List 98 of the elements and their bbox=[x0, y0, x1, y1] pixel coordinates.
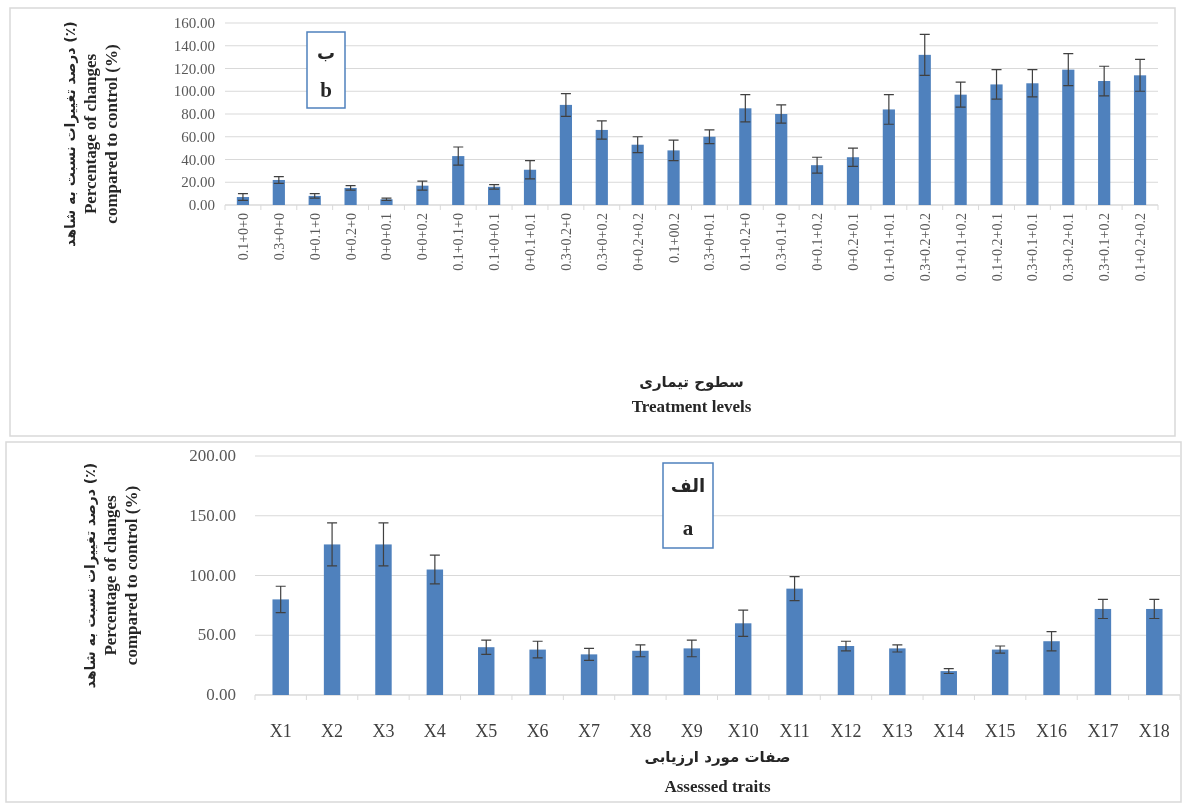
x-tick-label: 0.1+0.1+0 bbox=[451, 213, 467, 271]
y-tick-label: 20.00 bbox=[181, 174, 215, 191]
bar bbox=[580, 654, 598, 695]
bar bbox=[1094, 608, 1112, 695]
x-tick-label: X15 bbox=[984, 721, 1016, 741]
bar bbox=[323, 544, 341, 695]
bar bbox=[1043, 641, 1060, 695]
x-tick-label: X11 bbox=[779, 721, 810, 741]
x-tick-label: 0+0.2+0 bbox=[343, 213, 359, 261]
bar bbox=[631, 144, 644, 205]
x-tick-label: 0.3+0.2+0.2 bbox=[917, 213, 933, 282]
x-tick-label: 0.3+0.1+0.1 bbox=[1025, 213, 1041, 282]
x-tick-label: X3 bbox=[372, 721, 395, 741]
bar bbox=[1146, 608, 1163, 695]
x-tick-label: 0+0.1+0 bbox=[307, 213, 323, 261]
x-tick-label: X4 bbox=[423, 721, 446, 741]
bar bbox=[775, 114, 788, 205]
y-tick-label: 40.00 bbox=[181, 151, 215, 168]
bar bbox=[991, 649, 1009, 695]
x-tick-label: 0+0+0.1 bbox=[379, 213, 395, 261]
x-tick-label: 0.1+0+0.1 bbox=[487, 213, 503, 271]
y-tick-label: 80.00 bbox=[181, 106, 215, 122]
bar bbox=[416, 185, 429, 205]
y-tick-label: 0.00 bbox=[188, 197, 215, 213]
x-tick-label: 0.3+0.1+0.2 bbox=[1097, 213, 1113, 282]
x-tick-label: 0.1+0.1+0.2 bbox=[953, 213, 969, 282]
x-tick-label: X9 bbox=[680, 721, 703, 741]
x-tick-label: X14 bbox=[933, 721, 965, 741]
y-tick-label: 160.00 bbox=[173, 15, 215, 31]
bar bbox=[846, 157, 860, 205]
bar bbox=[272, 179, 285, 205]
x-tick-label: X7 bbox=[578, 721, 601, 741]
x-tick-label: 0.1+0.2+0 bbox=[738, 213, 754, 271]
bar bbox=[954, 94, 967, 205]
bar bbox=[344, 187, 357, 205]
bar bbox=[1026, 83, 1039, 205]
x-tick-label: 0.1+0.1+0.1 bbox=[881, 213, 897, 282]
bar bbox=[734, 623, 752, 695]
x-tick-label: X2 bbox=[321, 721, 344, 741]
x-tick-label: 0+0.1+0.2 bbox=[810, 213, 826, 271]
x-tick-label: X13 bbox=[881, 721, 913, 741]
bar bbox=[667, 150, 680, 205]
bar bbox=[595, 129, 608, 205]
bar bbox=[940, 671, 957, 695]
bar bbox=[523, 169, 537, 205]
bar bbox=[739, 108, 752, 205]
y-tick-label: 100.00 bbox=[189, 565, 236, 585]
x-tick-label: 0.3+0.2+0 bbox=[558, 213, 574, 271]
bar bbox=[990, 84, 1003, 205]
y-tick-label: 200.00 bbox=[189, 446, 236, 465]
x-tick-label: 0.1+00.2 bbox=[666, 213, 682, 263]
x-tick-label: 0.3+0+0.2 bbox=[594, 213, 610, 271]
bar bbox=[683, 648, 701, 695]
bar bbox=[559, 104, 572, 205]
x-tick-label: X1 bbox=[269, 721, 292, 741]
x-tick-label: 0.1+0+0 bbox=[235, 213, 251, 261]
x-tick-label: 0+0.2+0.2 bbox=[630, 213, 646, 271]
y-tick-label: 100.00 bbox=[173, 83, 215, 100]
bar bbox=[478, 647, 495, 695]
bar bbox=[889, 648, 906, 695]
x-tick-label: 0.3+0+0 bbox=[271, 213, 287, 261]
x-tick-label: 0.3+0+0.1 bbox=[702, 213, 718, 271]
y-tick-label: 60.00 bbox=[181, 128, 215, 145]
x-tick-label: 0.3+0.2+0.1 bbox=[1061, 213, 1077, 282]
x-tick-label: X12 bbox=[830, 721, 862, 741]
bar bbox=[1098, 81, 1111, 205]
bar bbox=[1062, 69, 1075, 205]
bar bbox=[837, 646, 855, 695]
y-tick-label: 150.00 bbox=[189, 505, 236, 525]
bar bbox=[272, 599, 289, 695]
x-tick-label: X16 bbox=[1036, 721, 1068, 741]
x-tick-label: 0.1+0.2+0.1 bbox=[989, 213, 1005, 282]
bar bbox=[452, 156, 465, 205]
y-tick-label: 0.00 bbox=[206, 685, 236, 704]
x-tick-label: X17 bbox=[1087, 721, 1119, 741]
bar bbox=[1133, 75, 1147, 205]
x-tick-label: 0+0.2+0.1 bbox=[845, 213, 861, 271]
x-tick-label: X8 bbox=[629, 721, 652, 741]
bar bbox=[703, 136, 716, 205]
bar bbox=[786, 588, 803, 695]
bar bbox=[632, 650, 649, 695]
x-tick-label: 0+0+0.2 bbox=[415, 213, 431, 261]
x-tick-label: 0.1+0.2+0.2 bbox=[1133, 213, 1149, 282]
bar bbox=[811, 165, 824, 205]
bar bbox=[426, 569, 444, 695]
y-tick-label: 50.00 bbox=[197, 625, 236, 645]
x-tick-label: X5 bbox=[475, 721, 498, 741]
x-tick-label: X18 bbox=[1138, 721, 1170, 741]
x-tick-label: X10 bbox=[727, 721, 759, 741]
x-tick-label: X6 bbox=[526, 721, 549, 741]
bar bbox=[882, 109, 895, 205]
bar bbox=[375, 544, 392, 695]
x-tick-label: 0+0.1+0.1 bbox=[523, 213, 539, 271]
x-tick-label: 0.3+0.1+0 bbox=[774, 213, 790, 271]
bar bbox=[529, 649, 546, 695]
y-tick-label: 120.00 bbox=[173, 60, 215, 77]
bar bbox=[918, 54, 931, 205]
y-tick-label: 140.00 bbox=[173, 37, 215, 54]
